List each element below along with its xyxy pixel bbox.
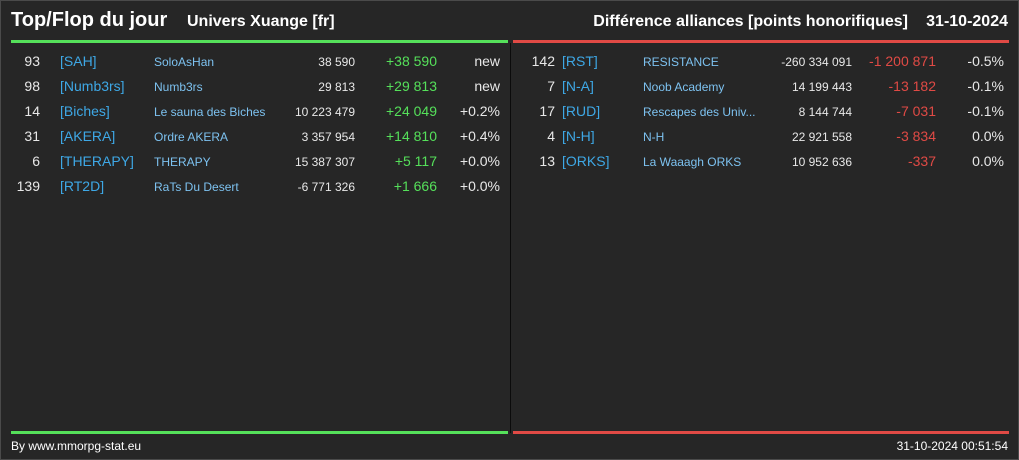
- flop-panel-footer-bar: [513, 431, 1009, 434]
- percent-change: 0.0%: [972, 128, 1004, 144]
- table-row: 31 [AKERA] Ordre AKERA 3 357 954 +14 810…: [1, 124, 510, 149]
- alliance-tag: [N-H]: [562, 128, 595, 144]
- rank: 6: [32, 153, 40, 169]
- alliance-tag: [THERAPY]: [60, 153, 134, 169]
- table-row: 98 [Numb3rs] Numb3rs 29 813 +29 813 new: [1, 74, 510, 99]
- table-row: 7 [N-A] Noob Academy 14 199 443 -13 182 …: [511, 74, 1019, 99]
- alliance-name: RaTs Du Desert: [154, 180, 239, 194]
- top-panel-footer-bar: [11, 431, 508, 434]
- percent-change: +0.2%: [459, 103, 500, 119]
- alliance-name: La Waaagh ORKS: [643, 155, 742, 169]
- points: 8 144 744: [798, 105, 852, 119]
- points-diff: -1 200 871: [869, 53, 936, 69]
- site-credit: By www.mmorpg-stat.eu: [11, 439, 142, 453]
- alliance-name: N-H: [643, 130, 665, 144]
- points-diff: -3 834: [896, 128, 936, 144]
- alliance-tag: [RT2D]: [60, 178, 105, 194]
- alliance-tag: [RST]: [562, 53, 598, 69]
- alliance-name: Numb3rs: [154, 80, 203, 94]
- table-row: 13 [ORKS] La Waaagh ORKS 10 952 636 -337…: [511, 149, 1019, 174]
- panel-divider: [510, 43, 511, 433]
- table-row: 6 [THERAPY] THERAPY 15 387 307 +5 117 +0…: [1, 149, 510, 174]
- percent-change: +0.0%: [459, 178, 500, 194]
- points: 14 199 443: [791, 80, 852, 94]
- alliance-tag: [Biches]: [60, 103, 110, 119]
- points-diff: -13 182: [888, 78, 936, 94]
- percent-change: -0.1%: [967, 103, 1004, 119]
- points: 22 921 558: [791, 130, 852, 144]
- alliance-name: SoloAsHan: [154, 55, 215, 69]
- rank: 31: [24, 128, 40, 144]
- points-diff: +5 117: [394, 153, 437, 169]
- top-panel: 93 [SAH] SoloAsHan 38 590 +38 590 new 98…: [1, 49, 510, 199]
- rank: 13: [539, 153, 555, 169]
- percent-change: +0.0%: [459, 153, 500, 169]
- points-diff: +14 810: [386, 128, 437, 144]
- points: 10 223 479: [294, 105, 355, 119]
- points-diff: -7 031: [896, 103, 936, 119]
- percent-change: +0.4%: [459, 128, 500, 144]
- alliance-tag: [SAH]: [60, 53, 97, 69]
- page-title: Top/Flop du jour: [11, 9, 168, 31]
- rank: 98: [24, 78, 40, 94]
- alliance-name: Ordre AKERA: [154, 130, 229, 144]
- points-diff: +1 666: [393, 178, 437, 194]
- report-date: 31-10-2024: [926, 13, 1008, 30]
- universe-label: Univers Xuange [fr]: [187, 13, 335, 30]
- top-panel-accent-bar: [11, 40, 508, 43]
- header: Top/Flop du jour Univers Xuange [fr] Dif…: [1, 1, 1018, 41]
- percent-change: -0.5%: [967, 53, 1004, 69]
- points-diff: +24 049: [386, 103, 437, 119]
- points: -260 334 091: [781, 55, 852, 69]
- table-row: 14 [Biches] Le sauna des Biches 10 223 4…: [1, 99, 510, 124]
- percent-change: 0.0%: [972, 153, 1004, 169]
- alliance-tag: [RUD]: [562, 103, 601, 119]
- alliance-name: Rescapes des Univ...: [643, 105, 756, 119]
- points: 3 357 954: [301, 130, 355, 144]
- points: 15 387 307: [294, 155, 355, 169]
- alliance-tag: [Numb3rs]: [60, 78, 125, 94]
- points: -6 771 326: [297, 180, 355, 194]
- points-diff: +38 590: [386, 53, 437, 69]
- table-row: 142 [RST] RESISTANCE -260 334 091 -1 200…: [511, 49, 1019, 74]
- alliance-name: THERAPY: [154, 155, 211, 169]
- percent-change: -0.1%: [967, 78, 1004, 94]
- points: 10 952 636: [791, 155, 852, 169]
- points-diff: +29 813: [386, 78, 437, 94]
- alliance-name: RESISTANCE: [643, 55, 719, 69]
- alliance-name: Noob Academy: [643, 80, 725, 94]
- alliance-tag: [AKERA]: [60, 128, 116, 144]
- table-row: 4 [N-H] N-H 22 921 558 -3 834 0.0%: [511, 124, 1019, 149]
- rank: 14: [24, 103, 40, 119]
- percent-change: new: [474, 78, 500, 94]
- points: 29 813: [318, 80, 355, 94]
- alliance-tag: [N-A]: [562, 78, 594, 94]
- points: 38 590: [318, 55, 355, 69]
- flop-panel-accent-bar: [513, 40, 1009, 43]
- rank: 4: [547, 128, 555, 144]
- report-label: Différence alliances [points honorifique…: [593, 13, 908, 30]
- alliance-tag: [ORKS]: [562, 153, 610, 169]
- flop-panel: 142 [RST] RESISTANCE -260 334 091 -1 200…: [511, 49, 1019, 174]
- table-row: 93 [SAH] SoloAsHan 38 590 +38 590 new: [1, 49, 510, 74]
- generated-timestamp: 31-10-2024 00:51:54: [896, 439, 1008, 453]
- rank: 139: [16, 178, 40, 194]
- alliance-name: Le sauna des Biches: [154, 105, 266, 119]
- rank: 93: [24, 53, 40, 69]
- rank: 142: [531, 53, 555, 69]
- percent-change: new: [474, 53, 500, 69]
- table-row: 139 [RT2D] RaTs Du Desert -6 771 326 +1 …: [1, 174, 510, 199]
- points-diff: -337: [907, 153, 936, 169]
- table-row: 17 [RUD] Rescapes des Univ... 8 144 744 …: [511, 99, 1019, 124]
- rank: 7: [547, 78, 555, 94]
- rank: 17: [539, 103, 555, 119]
